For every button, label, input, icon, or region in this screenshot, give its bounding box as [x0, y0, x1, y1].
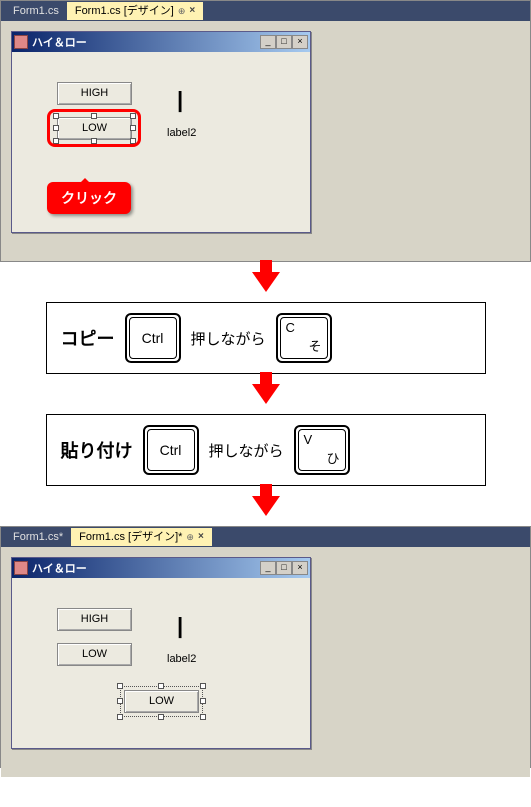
- design-surface: ハイ＆ロー _ □ × HIGH LOW | label2 LOW: [1, 547, 530, 777]
- arrow-icon: [252, 496, 280, 516]
- ide-panel-after: Form1.cs* Form1.cs [デザイン]* ⊕ × ハイ＆ロー _ □…: [0, 526, 531, 768]
- system-buttons: _ □ ×: [260, 35, 308, 49]
- label-bar: |: [177, 613, 183, 639]
- sel-handle[interactable]: [130, 125, 136, 131]
- sel-handle[interactable]: [91, 113, 97, 119]
- sel-handle[interactable]: [117, 698, 123, 704]
- high-button[interactable]: HIGH: [57, 82, 132, 105]
- label2: label2: [167, 653, 196, 665]
- pin-icon[interactable]: ⊕: [186, 530, 194, 544]
- form-icon: [14, 561, 28, 575]
- form-title: ハイ＆ロー: [32, 34, 260, 50]
- minimize-button[interactable]: _: [260, 35, 276, 49]
- sel-handle[interactable]: [200, 714, 206, 720]
- tab-strip: Form1.cs Form1.cs [デザイン] ⊕ ×: [1, 1, 530, 21]
- hold-text: 押しながら: [209, 440, 284, 461]
- click-callout: クリック: [47, 182, 131, 214]
- tab-strip: Form1.cs* Form1.cs [デザイン]* ⊕ ×: [1, 527, 530, 547]
- v-key: V ひ: [294, 425, 350, 475]
- sel-handle[interactable]: [53, 113, 59, 119]
- action-copy: コピー: [61, 325, 115, 351]
- maximize-button[interactable]: □: [276, 561, 292, 575]
- sel-handle[interactable]: [158, 714, 164, 720]
- pasted-low-button[interactable]: LOW: [124, 690, 199, 713]
- low-button[interactable]: LOW: [57, 117, 132, 140]
- close-icon[interactable]: ×: [189, 4, 195, 18]
- tab-code[interactable]: Form1.cs: [5, 2, 67, 20]
- close-button[interactable]: ×: [292, 561, 308, 575]
- form-title: ハイ＆ロー: [32, 560, 260, 576]
- winform: ハイ＆ロー _ □ × HIGH LOW: [11, 31, 311, 233]
- label2: label2: [167, 127, 196, 139]
- form-body: HIGH LOW | label2 クリック: [12, 52, 310, 232]
- close-icon[interactable]: ×: [198, 530, 204, 544]
- form-body: HIGH LOW | label2 LOW: [12, 578, 310, 748]
- paste-instruction: 貼り付け Ctrl 押しながら V ひ: [46, 414, 486, 486]
- pin-icon[interactable]: ⊕: [178, 4, 186, 18]
- close-button[interactable]: ×: [292, 35, 308, 49]
- tab-code[interactable]: Form1.cs*: [5, 528, 71, 546]
- ctrl-key: Ctrl: [125, 313, 181, 363]
- action-paste: 貼り付け: [61, 437, 133, 463]
- maximize-button[interactable]: □: [276, 35, 292, 49]
- form-icon: [14, 35, 28, 49]
- low-button[interactable]: LOW: [57, 643, 132, 666]
- ctrl-key: Ctrl: [143, 425, 199, 475]
- tab-design[interactable]: Form1.cs [デザイン] ⊕ ×: [67, 2, 203, 20]
- sel-handle[interactable]: [200, 698, 206, 704]
- sel-handle[interactable]: [53, 138, 59, 144]
- ide-panel-before: Form1.cs Form1.cs [デザイン] ⊕ × ハイ＆ロー _ □ ×…: [0, 0, 531, 262]
- label-bar: |: [177, 87, 183, 113]
- arrow-icon: [252, 272, 280, 292]
- system-buttons: _ □ ×: [260, 561, 308, 575]
- sel-handle[interactable]: [158, 683, 164, 689]
- sel-handle[interactable]: [117, 683, 123, 689]
- sel-handle[interactable]: [130, 113, 136, 119]
- arrow-icon: [252, 384, 280, 404]
- sel-handle[interactable]: [200, 683, 206, 689]
- minimize-button[interactable]: _: [260, 561, 276, 575]
- tab-design[interactable]: Form1.cs [デザイン]* ⊕ ×: [71, 528, 212, 546]
- titlebar: ハイ＆ロー _ □ ×: [12, 558, 310, 578]
- sel-handle[interactable]: [91, 138, 97, 144]
- titlebar: ハイ＆ロー _ □ ×: [12, 32, 310, 52]
- sel-handle[interactable]: [117, 714, 123, 720]
- winform: ハイ＆ロー _ □ × HIGH LOW | label2 LOW: [11, 557, 311, 749]
- sel-handle[interactable]: [130, 138, 136, 144]
- hold-text: 押しながら: [191, 328, 266, 349]
- c-key: C そ: [276, 313, 332, 363]
- high-button[interactable]: HIGH: [57, 608, 132, 631]
- sel-handle[interactable]: [53, 125, 59, 131]
- tab-design-label: Form1.cs [デザイン]: [75, 4, 174, 18]
- design-surface: ハイ＆ロー _ □ × HIGH LOW: [1, 21, 530, 261]
- tab-design-label: Form1.cs [デザイン]*: [79, 530, 182, 544]
- copy-instruction: コピー Ctrl 押しながら C そ: [46, 302, 486, 374]
